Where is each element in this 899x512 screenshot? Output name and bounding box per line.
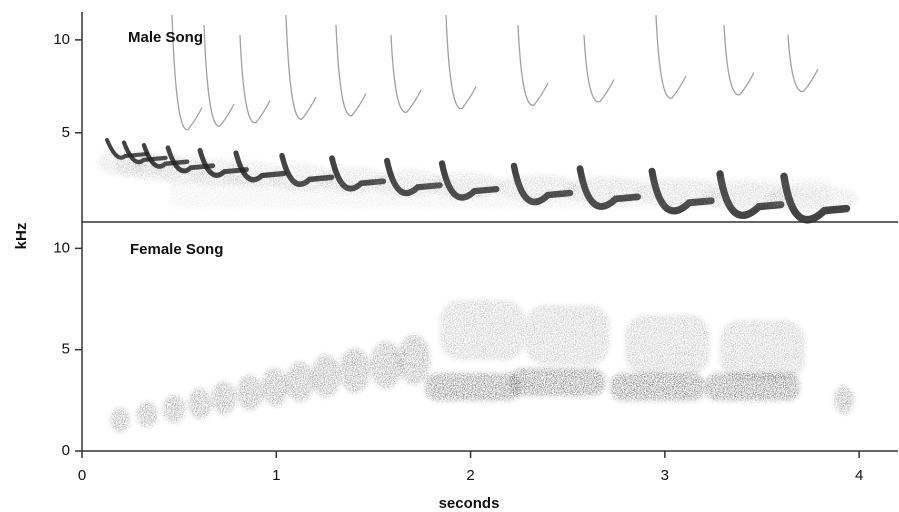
x-tick-label: 2	[466, 467, 474, 484]
syllable-lower	[610, 373, 705, 401]
y-tick-label: 10	[53, 31, 70, 48]
y-tick-label: 5	[62, 341, 70, 358]
syllable-lower	[705, 373, 800, 401]
x-axis-label: seconds	[439, 495, 500, 512]
harmonic	[655, 14, 687, 99]
x-tick-label: 1	[272, 467, 280, 484]
harmonic	[787, 34, 819, 92]
syllable	[162, 394, 186, 424]
panel-title: Male Song	[128, 29, 203, 46]
x-tick-label: 3	[661, 467, 669, 484]
x-tick-label: 4	[855, 467, 863, 484]
syllable-lower	[510, 368, 605, 396]
syllable-upper	[440, 300, 525, 360]
harmonic	[723, 24, 755, 96]
harmonic	[203, 24, 235, 127]
harmonic	[517, 24, 549, 106]
y-tick-label: 10	[53, 239, 70, 256]
syllable	[188, 387, 212, 420]
harmonic	[390, 34, 422, 113]
x-tick-label: 0	[78, 467, 86, 484]
syllable	[397, 334, 431, 385]
syllable-lower	[425, 373, 520, 401]
syllable	[136, 401, 158, 428]
y-tick-label: 5	[62, 124, 70, 141]
harmonic	[285, 14, 317, 120]
syllable	[285, 361, 315, 402]
harmonic	[583, 34, 615, 103]
background-noise	[170, 178, 830, 208]
syllable	[339, 347, 371, 394]
harmonic	[171, 14, 203, 131]
syllable	[834, 386, 854, 414]
syllable-upper	[525, 305, 610, 365]
syllable-upper	[625, 315, 710, 375]
syllable	[370, 341, 402, 389]
spectrogram-marks	[97, 14, 858, 432]
harmonic	[445, 14, 477, 110]
harmonic	[335, 24, 367, 117]
y-axis-label: kHz	[13, 223, 30, 250]
harmonic	[239, 34, 271, 124]
syllable-upper	[720, 320, 805, 380]
y-tick-label: 0	[62, 442, 70, 459]
syllable	[110, 408, 130, 432]
panel-title: Female Song	[130, 241, 223, 258]
syllable	[211, 381, 237, 415]
syllable	[237, 374, 263, 411]
syllable	[311, 354, 341, 398]
syllable	[261, 367, 289, 407]
